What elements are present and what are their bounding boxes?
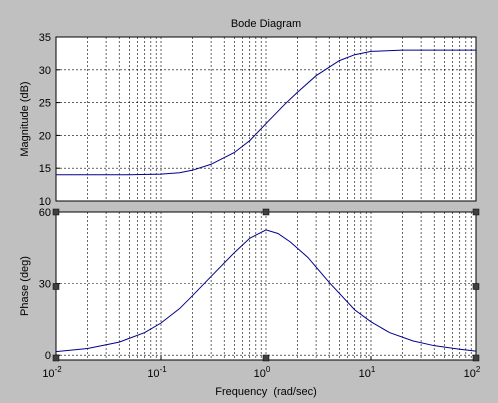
x-tick-label: 102 xyxy=(464,365,481,380)
x-tick-label: 100 xyxy=(254,365,271,380)
selection-handle[interactable] xyxy=(52,283,60,290)
phase-y-tick-label: 0 xyxy=(45,350,51,362)
magnitude-series xyxy=(56,49,476,176)
x-tick-label: 10-2 xyxy=(42,365,62,380)
selection-handles[interactable] xyxy=(52,208,480,362)
magnitude-y-tick-label: 30 xyxy=(39,65,51,77)
selection-handle[interactable] xyxy=(472,283,480,290)
phase-y-tick-label: 30 xyxy=(39,279,51,291)
chart-title: Bode Diagram xyxy=(231,18,301,30)
magnitude-y-tick-label: 20 xyxy=(39,130,51,142)
magnitude-y-label: Magnitude (dB) xyxy=(19,81,31,156)
magnitude-y-ticks: 10 15 20 25 30 35 xyxy=(39,32,60,208)
frequency-x-ticks: 10-2 10-1 100 101 102 xyxy=(42,356,481,380)
x-tick-label: 101 xyxy=(359,365,376,380)
selection-handle[interactable] xyxy=(52,208,60,216)
selection-handle[interactable] xyxy=(472,354,480,362)
magnitude-y-tick-label: 25 xyxy=(39,98,51,110)
phase-y-label: Phase (deg) xyxy=(19,256,31,316)
selection-handle[interactable] xyxy=(472,208,480,216)
x-tick-label: 10-1 xyxy=(147,365,167,380)
phase-line xyxy=(55,229,477,353)
selection-handle[interactable] xyxy=(262,354,270,362)
magnitude-line xyxy=(56,49,476,176)
phase-series xyxy=(55,229,477,353)
selection-handle[interactable] xyxy=(262,208,270,216)
magnitude-y-tick-label: 35 xyxy=(39,32,51,44)
magnitude-y-tick-label: 10 xyxy=(39,196,51,208)
phase-plot: 0 30 60 10-2 10-1 100 101 102 Phase (deg) Freq… xyxy=(19,207,481,398)
selection-handle[interactable] xyxy=(52,354,60,362)
magnitude-plot: 10 15 20 25 30 35 Bode Diagram Magnitude (dB) xyxy=(19,18,477,208)
magnitude-y-tick-label: 15 xyxy=(39,163,51,175)
frequency-x-label: Frequency (rad/sec) xyxy=(215,386,316,398)
phase-y-tick-label: 60 xyxy=(39,207,51,219)
